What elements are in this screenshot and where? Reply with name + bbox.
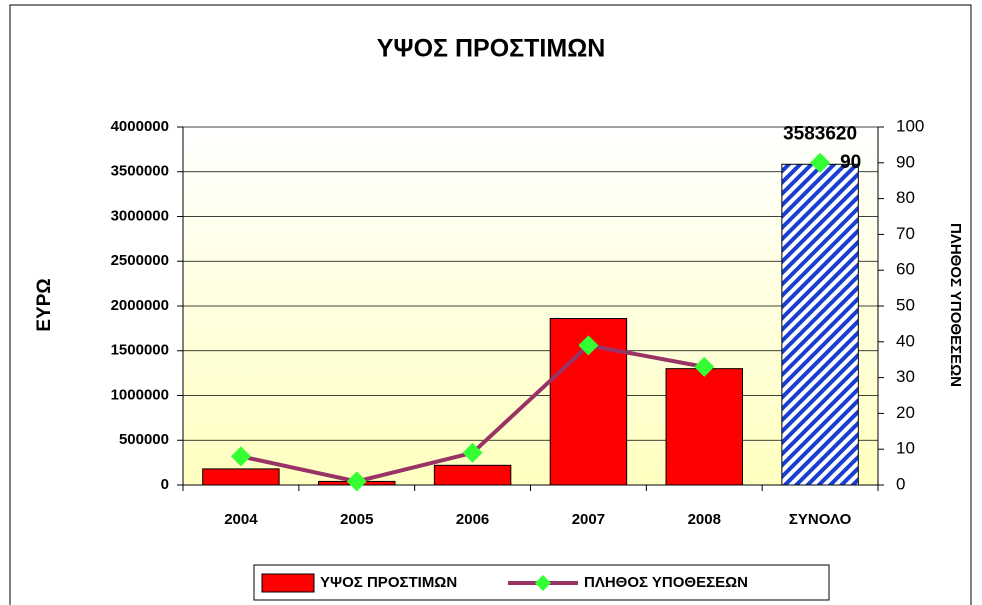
y-tick-label: 1500000 xyxy=(111,342,169,359)
y2-tick-label: 10 xyxy=(896,439,915,458)
y-tick-label: 500000 xyxy=(119,431,169,448)
marker xyxy=(230,446,251,467)
y2-tick-label: 80 xyxy=(896,188,915,207)
legend-label: ΠΛΗΘΟΣ ΥΠΟΘΕΣΕΩΝ xyxy=(584,574,748,591)
y2-tick-label: 70 xyxy=(896,224,915,243)
bar xyxy=(202,468,280,486)
y2-tick-label: 100 xyxy=(896,116,924,135)
x-tick-label: 2007 xyxy=(572,511,605,528)
y-tick-label: 2500000 xyxy=(111,252,169,269)
y2-tick-label: 90 xyxy=(896,152,915,171)
y-axis-label: ΕΥΡΩ xyxy=(34,278,55,331)
legend-label: ΥΨΟΣ ΠΡΟΣΤΙΜΩΝ xyxy=(320,574,457,591)
y2-tick-label: 20 xyxy=(896,403,915,422)
marker xyxy=(694,356,715,377)
x-tick-label: 2006 xyxy=(456,511,489,528)
data-label: 3583620 xyxy=(783,123,857,144)
bar xyxy=(781,163,859,486)
y-tick-label: 2000000 xyxy=(111,297,169,314)
y-tick-label: 3000000 xyxy=(111,207,169,224)
y2-axis-label: ΠΛΗΘΟΣ ΥΠΟΘΕΣΕΩΝ xyxy=(947,223,964,387)
marker xyxy=(810,152,831,173)
chart-title: ΥΨΟΣ ΠΡΟΣΤΙΜΩΝ xyxy=(377,35,606,63)
bar xyxy=(665,368,743,486)
y-tick-label: 0 xyxy=(161,476,169,493)
x-tick-label: 2005 xyxy=(340,511,373,528)
bar xyxy=(433,464,512,486)
marker xyxy=(462,442,483,463)
y2-tick-label: 0 xyxy=(896,474,905,493)
y-tick-label: 1000000 xyxy=(111,386,169,403)
y-tick-label: 4000000 xyxy=(111,118,169,135)
x-tick-label: 2008 xyxy=(688,511,721,528)
y2-tick-label: 40 xyxy=(896,331,915,350)
x-tick-label: ΣΥΝΟΛΟ xyxy=(789,511,852,528)
marker xyxy=(346,471,367,492)
y-tick-label: 3500000 xyxy=(111,163,169,180)
legend-swatch xyxy=(261,573,315,593)
x-tick-label: 2004 xyxy=(224,511,258,528)
y2-tick-label: 50 xyxy=(896,295,915,314)
y2-tick-label: 60 xyxy=(896,260,915,279)
marker xyxy=(578,335,599,356)
y2-tick-label: 30 xyxy=(896,367,915,386)
data-label: 90 xyxy=(840,152,861,173)
legend-marker xyxy=(535,575,551,591)
